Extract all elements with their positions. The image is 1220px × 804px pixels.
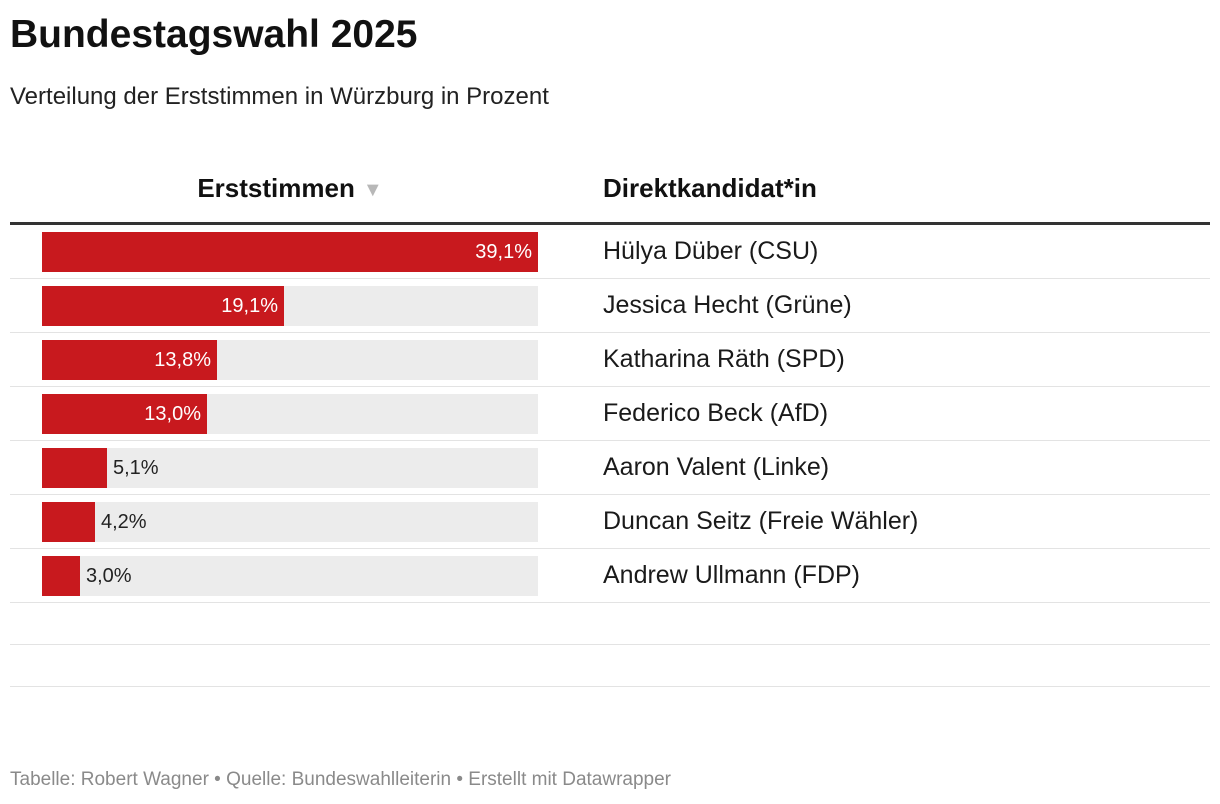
table-header: Erststimmen ▼ Direktkandidat*in: [10, 160, 1210, 225]
bar: [42, 232, 538, 272]
column-header-candidate[interactable]: Direktkandidat*in: [603, 173, 817, 203]
chart-subtitle: Verteilung der Erststimmen in Würzburg i…: [10, 83, 549, 110]
table-row: 19,1% Jessica Hecht (Grüne): [10, 279, 1210, 333]
candidate-name: Federico Beck (AfD): [603, 399, 829, 427]
bar: [42, 286, 284, 326]
candidate-name: Andrew Ullmann (FDP): [603, 561, 861, 589]
candidate-name: Aaron Valent (Linke): [603, 453, 830, 481]
bar-value-label: 13,8%: [154, 349, 211, 371]
chart-title: Bundestagswahl 2025: [10, 13, 418, 56]
bar: [42, 340, 217, 380]
column-header-votes[interactable]: Erststimmen ▼: [10, 170, 570, 208]
bar-value-label: 19,1%: [221, 295, 278, 317]
table-row: 39,1% Hülya Düber (CSU): [10, 225, 1210, 279]
bar-track: 5,1%: [42, 448, 538, 488]
bar-track: 19,1%: [42, 286, 538, 326]
table-row: 13,8% Katharina Räth (SPD): [10, 333, 1210, 387]
bar: [42, 448, 107, 488]
bar: [42, 502, 95, 542]
bar-value-label: 3,0%: [86, 565, 132, 587]
candidate-name: Duncan Seitz (Freie Wähler): [603, 507, 919, 535]
table-row: 5,1% Aaron Valent (Linke): [10, 441, 1210, 495]
bar-track: 3,0%: [42, 556, 538, 596]
sort-descending-icon[interactable]: ▼: [362, 179, 383, 201]
table-row: 3,0% Andrew Ullmann (FDP): [10, 549, 1210, 603]
source-footer: Tabelle: Robert Wagner • Quelle: Bundesw…: [10, 769, 672, 790]
bar-track: 39,1%: [42, 232, 538, 272]
bar-value-label: 4,2%: [101, 511, 147, 533]
bar: [42, 556, 80, 596]
bar-track: 4,2%: [42, 502, 538, 542]
bar-value-label: 13,0%: [144, 403, 201, 425]
bar-value-label: 5,1%: [113, 457, 159, 479]
bar-track: 13,8%: [42, 340, 538, 380]
bar-track: 13,0%: [42, 394, 538, 434]
candidate-name: Katharina Räth (SPD): [603, 345, 845, 373]
empty-row: [10, 645, 1210, 687]
results-table: Erststimmen ▼ Direktkandidat*in 39,1% Hüly…: [10, 160, 1210, 687]
candidate-name: Jessica Hecht (Grüne): [603, 291, 852, 319]
table-row: 4,2% Duncan Seitz (Freie Wähler): [10, 495, 1210, 549]
bar-value-label: 39,1%: [475, 241, 532, 263]
candidate-name: Hülya Düber (CSU): [603, 237, 819, 265]
table-body: 39,1% Hülya Düber (CSU) 19,1% Jessica Hecht…: [10, 225, 1210, 603]
table-row: 13,0% Federico Beck (AfD): [10, 387, 1210, 441]
empty-row: [10, 603, 1210, 645]
column-header-votes-label: Erststimmen: [197, 173, 355, 203]
bar: [42, 394, 207, 434]
